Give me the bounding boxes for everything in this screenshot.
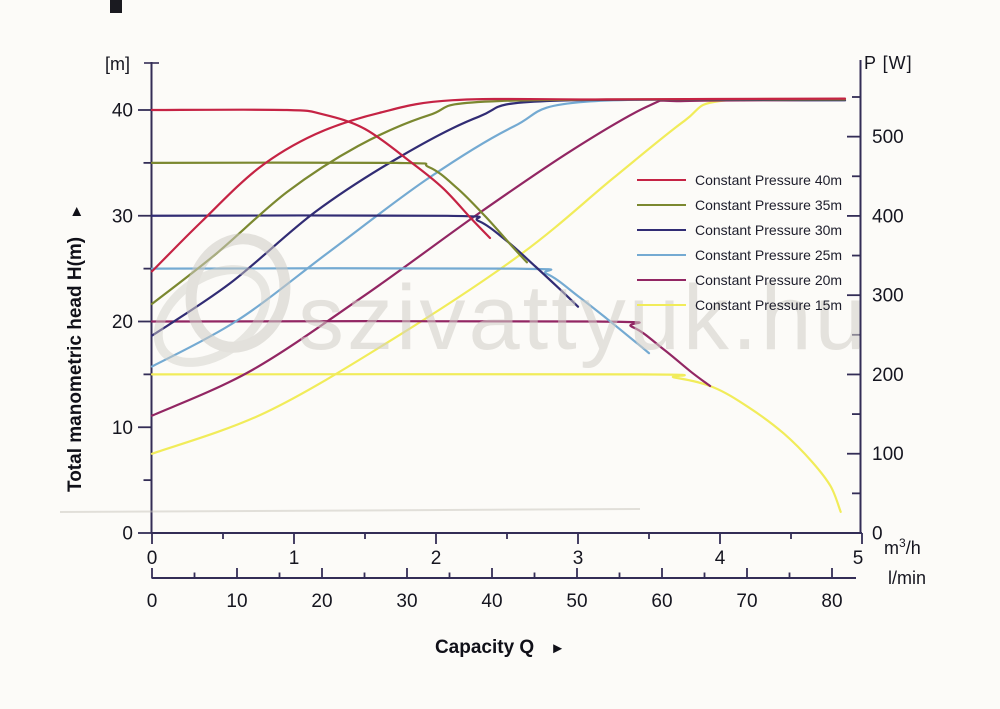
legend-label: Constant Pressure 30m [695, 221, 843, 238]
y-axis-title: Total manometric head H(m) ► [65, 204, 87, 492]
y-right-tick-label: 100 [872, 444, 904, 465]
x-primary-tick-label: 1 [289, 548, 300, 569]
x-axis-title-text: Capacity Q [434, 637, 535, 658]
x-unit-base: m [884, 538, 899, 558]
legend-swatch-icon [637, 303, 686, 306]
legend-row-20m: Constant Pressure 20m [637, 267, 842, 292]
x-unit-lmin-label: l/min [888, 568, 927, 588]
legend-swatch-icon [637, 278, 686, 281]
legend-label: Constant Pressure 15m [695, 296, 843, 313]
head-curve-20m [150, 320, 712, 388]
y-right-tick-label: 200 [872, 365, 904, 386]
x-secondary-tick-label: 60 [651, 591, 672, 612]
chart-legend: Constant Pressure 40m Constant Pressure 3… [637, 167, 842, 317]
y-axis-title-text: Total manometric head H(m) [65, 236, 86, 492]
y-left-tick-label: 20 [112, 312, 133, 333]
y-left-tick-label: 30 [112, 206, 133, 227]
head-curve-30m [150, 214, 580, 308]
legend-swatch-icon [637, 253, 686, 256]
y-left-tick-label: 0 [122, 524, 133, 545]
legend-label: Constant Pressure 20m [695, 271, 843, 288]
x-secondary-tick-label: 30 [396, 591, 417, 612]
y-right-tick-label: 300 [872, 286, 904, 307]
head-curve-35m [150, 161, 528, 264]
legend-label: Constant Pressure 35m [695, 196, 843, 213]
x-unit-superscript: 3 [899, 536, 906, 550]
x-secondary-tick-label: 50 [566, 591, 587, 612]
legend-swatch-icon [637, 203, 686, 206]
power-curve-40m [150, 97, 847, 273]
head-curve-40m [150, 108, 492, 240]
x-primary-tick-label: 3 [573, 548, 584, 569]
x-unit-m3h-label: m3/h [884, 536, 921, 559]
axes [144, 60, 862, 579]
y-left-tick-label: 10 [112, 418, 133, 439]
scan-mark [110, 0, 122, 13]
power-curve-20m [150, 99, 847, 417]
legend-label: Constant Pressure 25m [695, 246, 843, 263]
axis-ticks [138, 96, 863, 578]
head-curve-15m [150, 373, 842, 513]
x-primary-tick-label: 2 [431, 548, 442, 569]
right-arrow-icon: ► [550, 640, 566, 657]
legend-row-35m: Constant Pressure 35m [637, 192, 842, 217]
x-secondary-tick-label: 40 [481, 591, 502, 612]
head-curve-25m [150, 267, 651, 355]
x-primary-tick-label: 4 [715, 548, 726, 569]
y-right-tick-label: 0 [872, 524, 883, 545]
x-secondary-tick-label: 70 [736, 591, 757, 612]
x-axis-title: Capacity Q ► [435, 637, 565, 659]
legend-row-40m: Constant Pressure 40m [637, 167, 842, 192]
power-curve-15m [150, 97, 842, 455]
up-arrow-icon: ► [68, 204, 85, 219]
y-right-tick-label: 500 [872, 127, 904, 148]
x-secondary-tick-label: 0 [147, 591, 158, 612]
legend-swatch-icon [637, 178, 686, 181]
legend-row-15m: Constant Pressure 15m [637, 292, 842, 317]
y-right-axis-label: P [W] [864, 53, 913, 73]
x-secondary-tick-label: 20 [311, 591, 332, 612]
x-unit-rest: /h [905, 538, 921, 558]
legend-swatch-icon [637, 228, 686, 231]
x-secondary-tick-label: 10 [226, 591, 247, 612]
legend-row-30m: Constant Pressure 30m [637, 217, 842, 242]
x-primary-tick-label: 5 [853, 548, 864, 569]
y-right-tick-label: 400 [872, 206, 904, 227]
x-primary-tick-label: 0 [147, 548, 158, 569]
x-secondary-tick-label: 80 [821, 591, 842, 612]
y-left-tick-label: 40 [112, 101, 133, 122]
legend-row-25m: Constant Pressure 25m [637, 242, 842, 267]
y-left-unit-label: [m] [105, 54, 130, 74]
legend-label: Constant Pressure 40m [695, 171, 843, 188]
